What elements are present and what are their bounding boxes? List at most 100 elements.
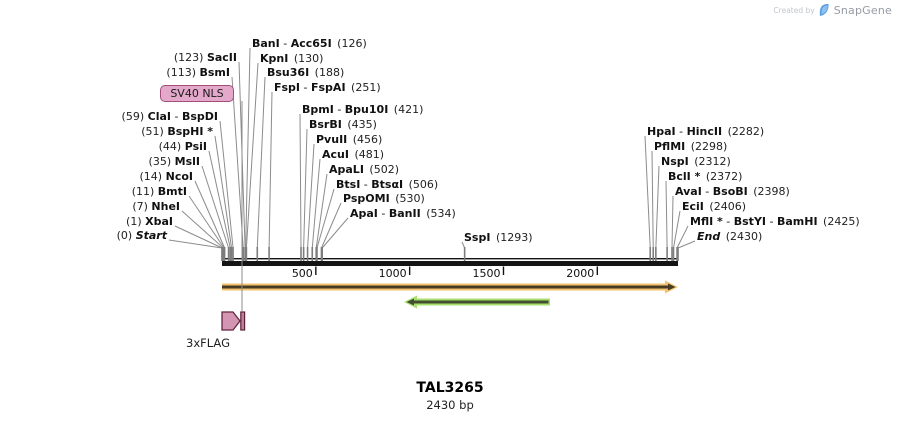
site-label-XbaI: (1) XbaI xyxy=(126,215,173,228)
leader-line-BsrBI xyxy=(303,128,308,249)
leader-line-BclI xyxy=(665,180,668,249)
site-tick-AcuI xyxy=(311,247,314,261)
site-tick-BpmI-Bpu10I xyxy=(300,247,302,261)
leader-line-AvaI-BsoBI xyxy=(671,195,674,249)
leader-line-BpmI-Bpu10I xyxy=(299,113,302,249)
leader-line-BtsI-BtsaI xyxy=(316,188,335,249)
leader-line-MslI xyxy=(201,165,230,249)
leader-line-NspI xyxy=(655,165,660,249)
leader-line-ClaI-BspDI xyxy=(219,120,234,249)
site-label-HpaI-HincII: HpaI - HincII (2282) xyxy=(647,125,765,138)
site-tick-End xyxy=(677,247,679,261)
credit-brand: SnapGene xyxy=(833,3,892,17)
3xflag-feature-arrow xyxy=(221,311,241,331)
plasmid-title-block: TAL3265 2430 bp xyxy=(0,380,900,412)
sv40-nls-feature-label: SV40 NLS xyxy=(160,85,234,102)
site-label-PspOMI: PspOMI (530) xyxy=(343,192,425,205)
site-label-EciI: EciI (2406) xyxy=(682,200,746,213)
sequence-bar xyxy=(222,261,678,266)
site-label-PflMI: PflMI (2298) xyxy=(654,140,728,153)
forward-orf-arrow-core xyxy=(222,283,676,291)
site-tick-BtsI-BtsaI xyxy=(316,247,318,261)
site-label-BsrBI: BsrBI (435) xyxy=(309,118,377,131)
site-tick-HpaI-HincII xyxy=(649,247,652,261)
site-label-BanI-Acc65I: BanI - Acc65I (126) xyxy=(252,37,367,50)
leader-line-MflI-BstYI-BamHI xyxy=(676,225,689,249)
snapgene-credit: Created by SnapGene xyxy=(773,3,892,17)
site-label-MflI-BstYI-BamHI: MflI * - BstYI - BamHI (2425) xyxy=(690,215,860,228)
leader-line-BmtI xyxy=(188,195,225,249)
site-tick-PsiI xyxy=(229,247,232,261)
leader-line-Bsu36I xyxy=(256,76,266,249)
leader-line-End xyxy=(677,240,696,249)
sv40-nls-feature-shape xyxy=(240,311,246,331)
site-tick-AvaI-BsoBI xyxy=(671,247,673,261)
leader-line-PspOMI xyxy=(320,202,342,249)
plasmid-name: TAL3265 xyxy=(416,380,484,396)
site-label-SacII: (123) SacII xyxy=(173,51,237,64)
site-label-KpnI: KpnI (130) xyxy=(260,52,324,65)
leader-line-PflMI xyxy=(651,150,654,249)
site-label-Bsu36I: Bsu36I (188) xyxy=(267,66,345,79)
snapgene-logo-icon xyxy=(819,3,829,16)
site-tick-KpnI xyxy=(245,247,248,261)
site-label-SspI: SspI (1293) xyxy=(464,231,533,244)
site-tick-FspI-FspAI xyxy=(268,247,270,261)
site-label-BsmI: (113) BsmI xyxy=(166,66,230,79)
ruler-number-2000: 2000 xyxy=(566,267,595,280)
ruler-number-1000: 1000 xyxy=(378,267,407,280)
leader-line-FspI-FspAI xyxy=(268,91,273,249)
site-label-Start: (0) Start xyxy=(116,229,167,242)
site-label-NspI: NspI (2312) xyxy=(661,155,731,168)
site-tick-NheI xyxy=(222,247,225,261)
reverse-arrow-core xyxy=(406,298,549,306)
site-tick-BsrBI xyxy=(302,247,305,261)
sequence-strand-line xyxy=(222,258,678,260)
leader-line-BanI-Acc65I xyxy=(245,47,251,249)
leader-line-HpaI-HincII xyxy=(644,135,651,249)
site-tick-Start xyxy=(221,247,223,261)
site-tick-PvuII xyxy=(306,247,309,261)
site-tick-ClaI-BspDI xyxy=(232,247,234,261)
site-tick-SspI xyxy=(463,247,466,261)
site-label-ApaLI: ApaLI (502) xyxy=(329,163,400,176)
site-label-MslI: (35) MslI xyxy=(148,155,200,168)
ruler-number-500: 500 xyxy=(291,267,313,280)
site-tick-PflMI xyxy=(652,247,655,261)
leader-line-PvuII xyxy=(307,143,315,249)
site-tick-ApaI-BanII xyxy=(321,247,324,261)
site-tick-Bsu36I xyxy=(256,247,259,261)
site-label-AcuI: AcuI (481) xyxy=(322,148,385,161)
leader-line-ApaI-BanII xyxy=(321,217,349,249)
site-label-End: End (2430) xyxy=(697,230,763,243)
leader-line-PsiI xyxy=(208,150,231,249)
site-tick-BclI xyxy=(666,247,668,261)
ruler-number-1500: 1500 xyxy=(472,267,501,280)
leader-line-BspHI xyxy=(214,135,233,249)
leader-line-NcoI xyxy=(194,180,226,249)
leader-line-EciI xyxy=(673,210,681,249)
leader-line-NheI xyxy=(181,210,224,249)
leader-line-AcuI xyxy=(311,158,321,249)
site-label-PsiI: (44) PsiI xyxy=(158,140,207,153)
site-label-ClaI-BspDI: (59) ClaI - BspDI xyxy=(121,110,218,123)
site-tick-BspHI xyxy=(230,247,233,261)
site-label-NheI: (7) NheI xyxy=(132,200,180,213)
leader-line-KpnI xyxy=(245,62,259,249)
leader-line-BsmI xyxy=(231,76,244,249)
site-label-FspI-FspAI: FspI - FspAI (251) xyxy=(274,81,381,94)
leader-line-ApaLI xyxy=(315,173,328,249)
site-tick-MslI xyxy=(227,247,230,261)
leader-line-XbaI xyxy=(174,225,223,249)
site-tick-MflI-BstYI-BamHI xyxy=(676,247,678,261)
site-label-BpmI-Bpu10I: BpmI - Bpu10I (421) xyxy=(302,103,424,116)
site-label-PvuII: PvuII (456) xyxy=(316,133,383,146)
credit-prefix: Created by xyxy=(773,5,815,15)
site-label-NcoI: (14) NcoI xyxy=(139,170,193,183)
plasmid-length: 2430 bp xyxy=(426,398,474,412)
leader-line-Start xyxy=(168,239,223,249)
site-tick-NspI xyxy=(655,247,657,261)
3xflag-feature-label: 3xFLAG xyxy=(186,336,230,350)
